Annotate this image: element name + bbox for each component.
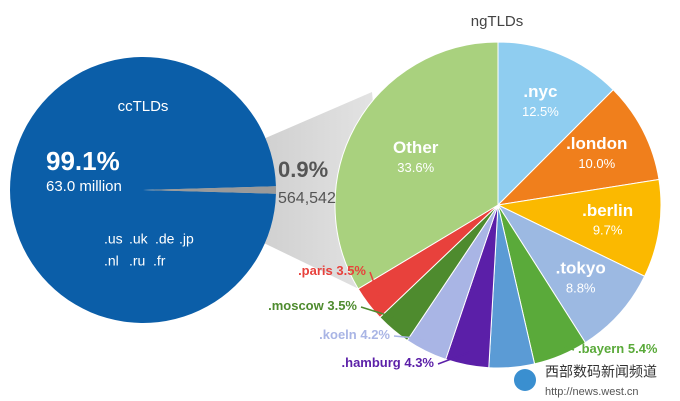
slice-label: .moscow 3.5% xyxy=(268,298,357,313)
slice-label: .paris 3.5% xyxy=(298,263,366,278)
slice-name: .moscow xyxy=(268,298,327,313)
leader-line xyxy=(360,306,402,321)
slice-name: .paris xyxy=(298,263,336,278)
leader-line xyxy=(437,351,470,365)
leader-line xyxy=(369,271,380,297)
pie-slice xyxy=(334,41,499,290)
pie-slice xyxy=(143,186,276,194)
slice-value: 8.8% xyxy=(566,280,596,295)
pie-slice xyxy=(496,178,662,277)
slice-value: 4.3% xyxy=(404,355,434,370)
pie-slice xyxy=(496,203,646,344)
slice-label: .bayern 5.4% xyxy=(578,341,658,356)
pie-slice xyxy=(497,41,614,207)
domain-label: .uk xyxy=(129,231,149,247)
slice-name: Other xyxy=(393,138,439,157)
pie-slice xyxy=(496,89,660,206)
cctld-title: ccTLDs xyxy=(118,98,169,115)
slice-value: 9.7% xyxy=(593,223,623,238)
cctld-count: 63.0 million xyxy=(46,178,122,195)
domain-label: .de xyxy=(155,231,175,247)
slice-value: 33.6% xyxy=(397,160,434,175)
leader-line xyxy=(555,342,575,351)
slice-name: .tokyo xyxy=(556,258,606,277)
slice-value: 5.4% xyxy=(628,341,658,356)
domain-label: .jp xyxy=(179,231,194,247)
domain-label: .nl xyxy=(104,253,119,269)
ngtld-share: 0.9% xyxy=(278,157,328,182)
pie-slice xyxy=(10,57,276,324)
slice-name: .london xyxy=(566,134,627,153)
slice-value: 3.5% xyxy=(327,298,357,313)
watermark-logo xyxy=(514,369,536,391)
slice-value: 4.2% xyxy=(360,327,390,342)
slice-name: .koeln xyxy=(319,327,360,342)
watermark-title: 西部数码新闻频道 xyxy=(545,364,657,380)
slice-label: .koeln 4.2% xyxy=(319,327,390,342)
ngtld-count: 564,542 xyxy=(278,190,336,207)
slice-value: 3.5% xyxy=(336,263,366,278)
domain-label: .fr xyxy=(153,253,166,269)
slice-value: 10.0% xyxy=(578,156,615,171)
slice-name: .hamburg xyxy=(342,355,405,370)
slice-name: .nyc xyxy=(523,82,557,101)
slice-name: .berlin xyxy=(582,201,633,220)
slice-value: 12.5% xyxy=(522,104,559,119)
domain-label: .ru xyxy=(129,253,145,269)
cctld-share: 99.1% xyxy=(46,146,120,176)
leader-line xyxy=(393,335,432,341)
watermark-url: http://news.west.cn xyxy=(545,386,639,398)
slice-label: .hamburg 4.3% xyxy=(342,355,435,370)
domain-label: .us xyxy=(104,231,123,247)
slice-name: .bayern xyxy=(578,341,628,356)
ngtld-title: ngTLDs xyxy=(471,13,524,30)
